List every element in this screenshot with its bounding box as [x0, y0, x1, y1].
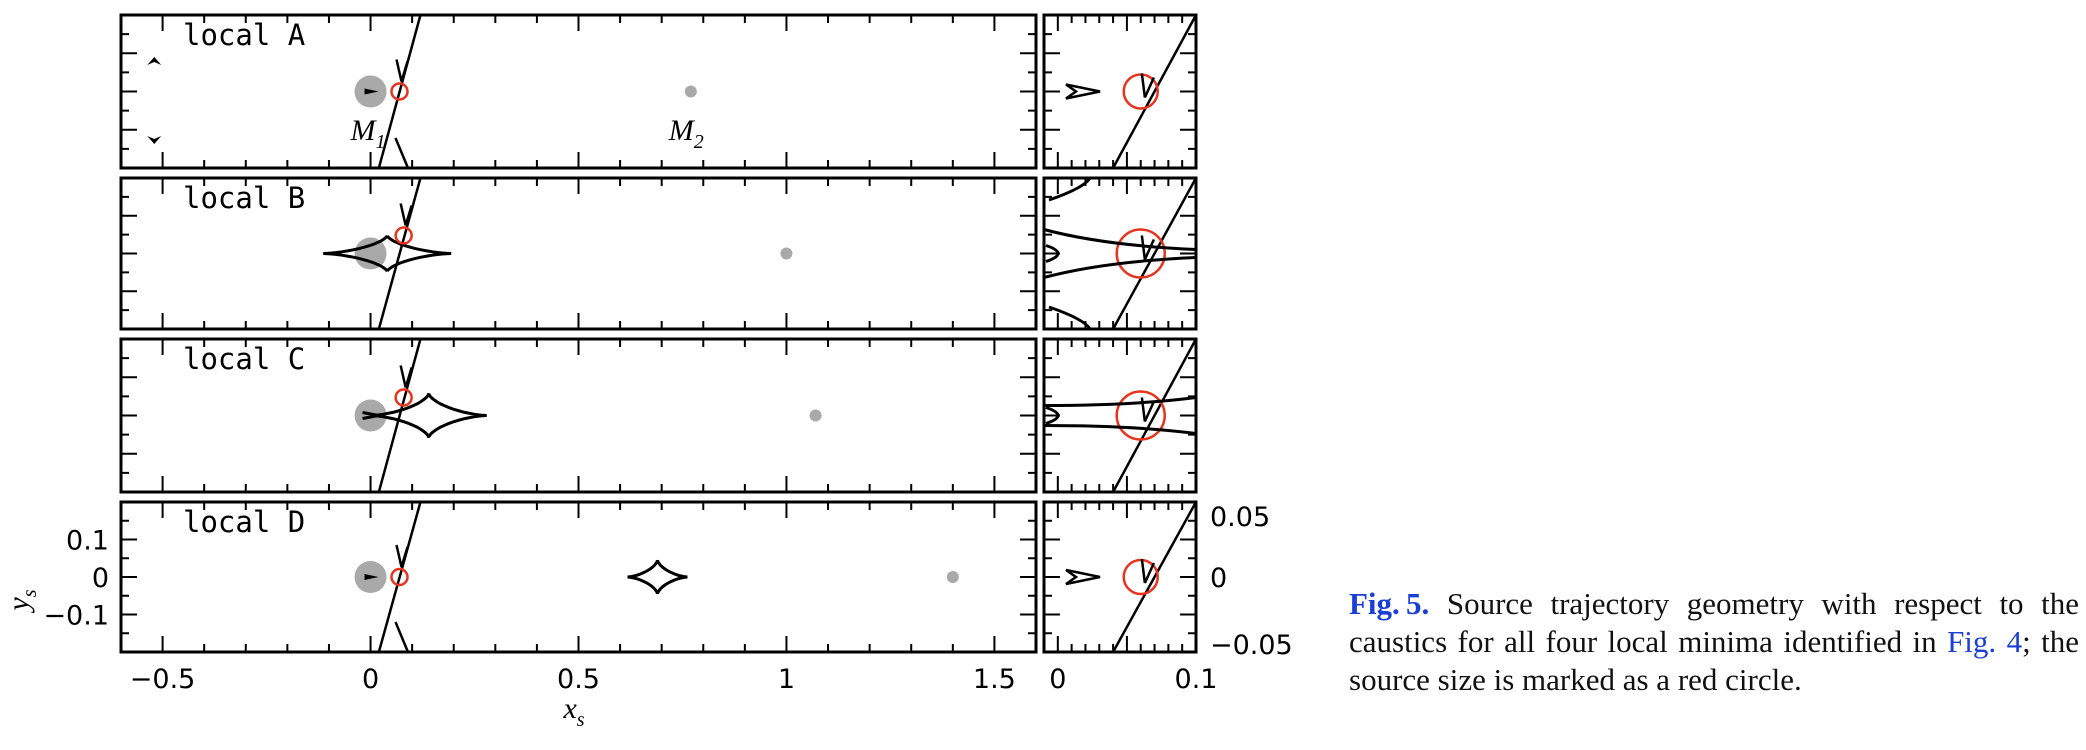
mass-label-m2-main: M	[668, 114, 696, 147]
source-trajectory-zoom	[1111, 501, 1198, 653]
source-circle	[394, 226, 413, 245]
left-panel-2: local B	[119, 176, 1038, 331]
mass-label-m2: M2	[668, 114, 704, 153]
y-tick-label: 0.1	[66, 526, 109, 557]
caustic-zoom	[1048, 177, 1092, 202]
source-trajectory	[377, 501, 422, 653]
mass-m2	[780, 247, 793, 260]
source-trajectory-zoom	[1111, 14, 1198, 169]
y-tick-label: 0	[92, 563, 109, 594]
x-tick-label: 1	[778, 664, 795, 695]
x-tick-label: 0.1	[1175, 664, 1218, 695]
mass-label-m2-sub: 2	[694, 131, 704, 153]
panel-frame	[1042, 176, 1198, 331]
mass-m1	[354, 237, 387, 270]
mass-m2	[809, 409, 822, 422]
caustic-zoom	[1043, 256, 1197, 279]
y-tick-label-right: 0.05	[1210, 502, 1270, 533]
source-circle-zoom	[1115, 228, 1166, 279]
source-circle	[390, 82, 409, 101]
left-panel-1: local AM1 M2	[119, 13, 1038, 170]
caption-text-after: ; the source size is marked as a red cir…	[1349, 624, 2079, 697]
caustic-zoom	[1043, 424, 1197, 435]
mass-label-m1: M1	[350, 114, 386, 153]
caustic-zoom	[1043, 228, 1197, 251]
y-tick-label-right: 0	[1210, 563, 1227, 594]
y-axis-label: ys	[2, 589, 41, 613]
caustic-planetary	[627, 559, 688, 595]
right-panel-4	[1042, 500, 1198, 654]
source-circle-zoom	[1122, 73, 1159, 110]
x-axis-label: xs	[562, 692, 584, 731]
caustic-planetary	[147, 136, 162, 144]
panel-label: local C	[183, 342, 305, 376]
panel-label: local A	[183, 18, 305, 52]
source-trajectory	[377, 14, 422, 169]
x-tick-label: 0.5	[557, 664, 600, 695]
x-tick-label: 0	[362, 664, 379, 695]
x-tick-label: −0.5	[130, 664, 196, 695]
caustic-zoom	[1065, 568, 1101, 586]
caption-text-before: Source trajectory geometry with respect …	[1349, 586, 2079, 659]
source-circle	[394, 388, 413, 407]
source-trajectory	[377, 338, 422, 493]
y-tick-label-right: −0.05	[1210, 630, 1293, 661]
y-tick-label: −0.1	[43, 601, 109, 632]
caustic-resonant	[370, 392, 487, 439]
right-panel-1	[1042, 13, 1198, 170]
caption-figure-link[interactable]: Fig. 4	[1947, 624, 2023, 659]
panel-label: local B	[183, 181, 305, 215]
trajectory-arrow-zoom	[1140, 558, 1156, 584]
labels-layer: ys xs	[2, 589, 585, 731]
figure-caption: Fig. 5. Source trajectory geometry with …	[1349, 585, 2079, 699]
caustic-zoom	[1048, 305, 1092, 330]
left-panel-3: local C	[119, 337, 1038, 494]
trajectory-arrow	[399, 203, 413, 226]
caustic-central	[364, 574, 379, 580]
caustic-planetary	[147, 57, 162, 65]
caustic-central	[362, 411, 379, 420]
panel-frame	[1042, 500, 1198, 654]
caption-label: Fig. 5.	[1349, 586, 1430, 621]
caustic-zoom	[1065, 83, 1101, 100]
source-circle-zoom	[1115, 390, 1166, 441]
mass-label-m1-sub: 1	[376, 131, 386, 153]
source-trajectory	[394, 621, 410, 653]
trajectory-arrow-zoom	[1140, 73, 1156, 99]
caustic-zoom	[1045, 406, 1060, 425]
caustic-zoom	[1045, 244, 1060, 263]
caustic-central	[364, 88, 379, 95]
caustic-zoom	[1043, 396, 1197, 407]
source-trajectory	[377, 177, 422, 330]
x-tick-label: 0	[1049, 664, 1066, 695]
source-trajectory-zoom	[1111, 338, 1198, 493]
caustic-central	[323, 234, 452, 273]
right-panel-3	[1042, 337, 1198, 494]
source-trajectory	[394, 137, 410, 169]
trajectory-arrow	[399, 365, 413, 388]
source-circle	[390, 567, 409, 587]
panel-frame	[1042, 13, 1198, 170]
panel-frame	[1042, 337, 1198, 494]
left-panel-4: local D	[119, 500, 1038, 654]
source-circle-zoom	[1122, 558, 1159, 596]
mass-m2	[946, 571, 959, 583]
x-tick-label: 1.5	[973, 664, 1016, 695]
trajectory-arrow-zoom	[1140, 235, 1156, 261]
mass-label-m1-main: M	[350, 114, 378, 147]
mass-m2	[684, 85, 697, 98]
panel-label: local D	[183, 505, 305, 539]
source-trajectory-zoom	[1111, 177, 1198, 330]
trajectory-arrow	[395, 544, 409, 568]
trajectory-arrow	[395, 59, 409, 82]
right-panel-2	[1042, 176, 1198, 331]
